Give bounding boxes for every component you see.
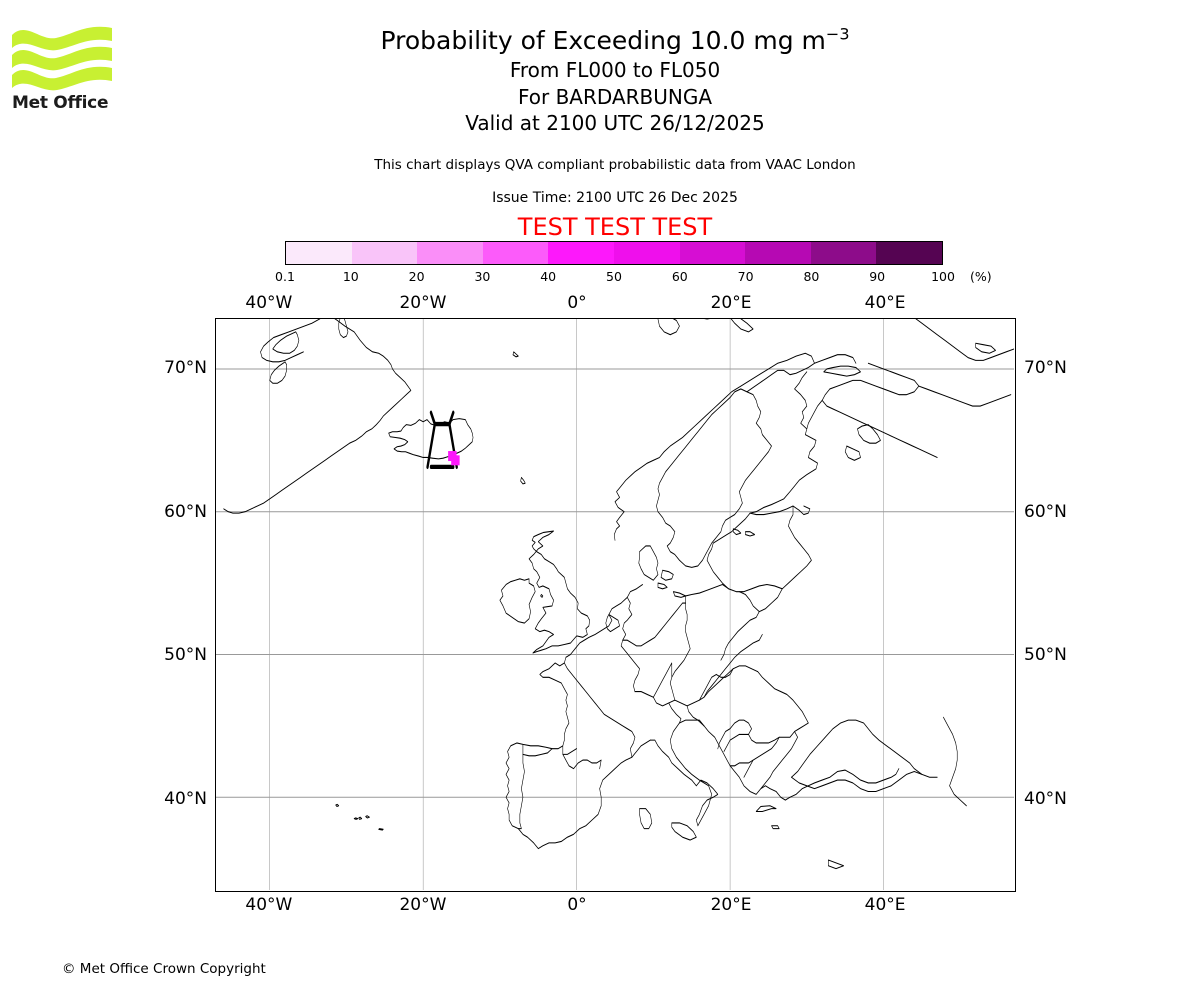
colorbar-tick-40: 40 [540, 269, 557, 284]
colorbar-segment-0 [286, 242, 352, 264]
lat-label-right-60°N: 60°N [1024, 501, 1067, 522]
ash-probability-cells [448, 451, 460, 466]
colorbar-tick-0.1: 0.1 [275, 269, 295, 284]
colorbar-swatches [285, 241, 943, 265]
colorbar-segment-3 [482, 242, 549, 264]
lon-label-top-0°: 0° [567, 293, 587, 313]
lat-label-left-60°N: 60°N [164, 501, 207, 522]
lon-label-bottom-40°W: 40°W [245, 895, 293, 915]
colorbar-tick-90: 90 [869, 269, 886, 284]
colorbar-tick-10: 10 [342, 269, 359, 284]
valid-time-subtitle: Valid at 2100 UTC 26/12/2025 [465, 111, 765, 135]
colorbar-tick-labels: 0.1 10 20 30 40 50 60 70 80 90 100 [275, 269, 955, 287]
colorbar-segment-4 [548, 242, 614, 264]
lon-label-top-40°W: 40°W [245, 293, 293, 313]
test-banner: TEST TEST TEST [517, 213, 713, 241]
colorbar-segment-9 [876, 242, 942, 264]
colorbar-segment-2 [417, 242, 483, 264]
lat-label-left-70°N: 70°N [164, 358, 207, 379]
lat-label-right-70°N: 70°N [1024, 358, 1067, 379]
lon-label-top-20°W: 20°W [399, 293, 447, 313]
lat-label-right-50°N: 50°N [1024, 645, 1067, 666]
page-title: Probability of Exceeding 10.0 mg m−3 [215, 24, 1015, 57]
colorbar-segment-8 [810, 242, 877, 264]
lon-label-bottom-0°: 0° [567, 895, 587, 915]
colorbar-tick-80: 80 [803, 269, 820, 284]
volcano-icon [426, 410, 458, 470]
probability-colorbar [285, 241, 943, 265]
volcano-name-subtitle: For BARDARBUNGA [517, 84, 713, 109]
lon-label-bottom-20°E: 20°E [710, 895, 752, 915]
lon-label-top-40°E: 40°E [864, 293, 906, 313]
met-office-logo-text: Met Office [12, 93, 109, 113]
flight-level-subtitle: From FL000 to FL050 [509, 58, 721, 82]
issue-time-text: Issue Time: 2100 UTC 26 Dec 2025 [492, 190, 738, 206]
lon-label-top-20°E: 20°E [710, 293, 752, 313]
lat-label-left-50°N: 50°N [164, 645, 207, 666]
qva-compliance-note: This chart displays QVA compliant probab… [374, 157, 856, 173]
colorbar-segment-6 [679, 242, 746, 264]
colorbar-tick-100: 100 [931, 269, 955, 284]
colorbar-tick-20: 20 [408, 269, 425, 284]
lon-label-bottom-40°E: 40°E [864, 895, 906, 915]
page-title-exponent: −3 [825, 24, 850, 44]
lat-label-left-40°N: 40°N [164, 788, 207, 809]
colorbar-tick-60: 60 [671, 269, 688, 284]
lon-label-bottom-20°W: 20°W [399, 895, 447, 915]
colorbar-tick-30: 30 [474, 269, 491, 284]
page-title-text: Probability of Exceeding 10.0 mg m [380, 26, 826, 55]
met-office-wave-icon [12, 26, 112, 91]
colorbar-segment-5 [613, 242, 680, 264]
chart-title-block: Probability of Exceeding 10.0 mg m−3 Fro… [215, 24, 1015, 137]
colorbar-segment-7 [745, 242, 811, 264]
lat-label-right-40°N: 40°N [1024, 788, 1067, 809]
ash-cell-1 [451, 455, 460, 466]
copyright-text: © Met Office Crown Copyright [62, 961, 266, 977]
map-gridlines [216, 319, 1014, 890]
volcano-markers [426, 410, 458, 470]
map-canvas [216, 319, 1014, 890]
colorbar-segment-1 [351, 242, 418, 264]
map-plot-area[interactable] [215, 318, 1016, 892]
colorbar-units-label: (%) [970, 269, 992, 284]
met-office-logo: Met Office [12, 22, 112, 114]
coastlines-and-borders [223, 319, 1014, 870]
colorbar-tick-50: 50 [606, 269, 622, 284]
colorbar-tick-70: 70 [737, 269, 754, 284]
